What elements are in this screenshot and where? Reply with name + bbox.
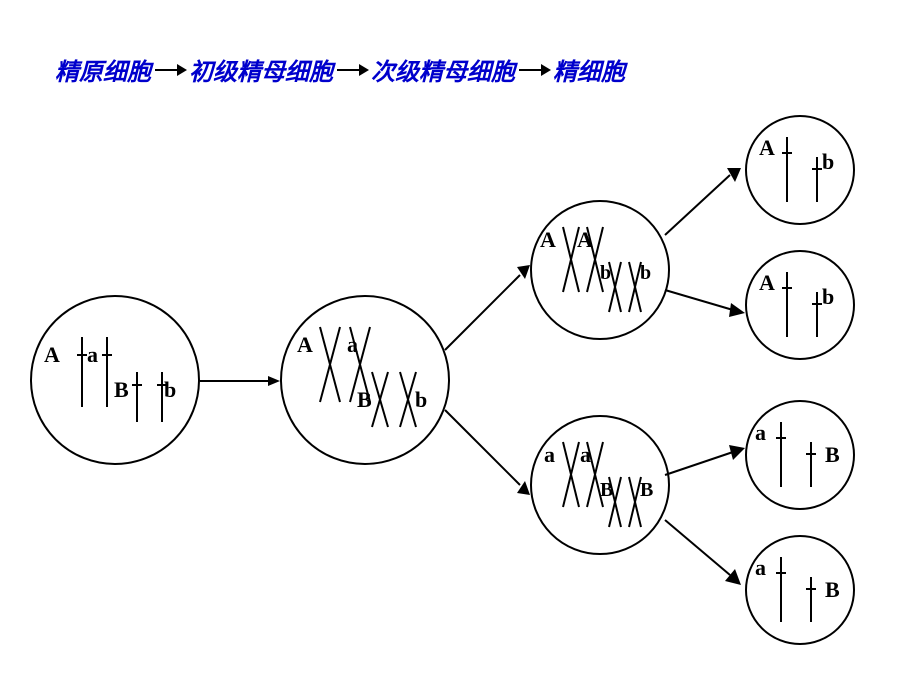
flow-arrow-icon bbox=[665, 440, 745, 480]
allele-a-label: a bbox=[580, 442, 591, 468]
flow-arrow-icon bbox=[200, 376, 280, 386]
allele-b-label: b bbox=[640, 262, 651, 285]
allele-B-label: B bbox=[640, 479, 653, 502]
allele-A-label: A bbox=[759, 135, 775, 161]
spermatid-cell-1: A b bbox=[745, 115, 855, 225]
stage3-label: 次级精母细胞 bbox=[371, 52, 515, 87]
stage4-label: 精细胞 bbox=[553, 52, 625, 87]
flow-arrow-icon bbox=[665, 170, 745, 240]
secondary-spermatocyte-bottom: a a B B bbox=[530, 415, 670, 555]
stage2-label: 初级精母细胞 bbox=[189, 52, 333, 87]
allele-B-label: B bbox=[825, 577, 840, 603]
allele-A-label: A bbox=[759, 270, 775, 296]
flow-arrow-icon bbox=[445, 265, 535, 355]
allele-b-label: b bbox=[600, 262, 611, 285]
primary-spermatocyte-cell: A a B b bbox=[280, 295, 450, 465]
flow-arrow-icon bbox=[665, 515, 745, 585]
allele-B-label: B bbox=[357, 387, 372, 413]
spermatid-cell-2: A b bbox=[745, 250, 855, 360]
allele-b-label: b bbox=[164, 377, 176, 403]
allele-b-label: b bbox=[822, 284, 834, 310]
allele-a-label: a bbox=[755, 555, 766, 581]
arrow-icon bbox=[155, 69, 185, 71]
secondary-spermatocyte-top: A A b b bbox=[530, 200, 670, 340]
allele-a-label: a bbox=[755, 420, 766, 446]
allele-a-label: a bbox=[347, 332, 358, 358]
chromosome-x-icon bbox=[312, 327, 432, 437]
spermatid-cell-4: a B bbox=[745, 535, 855, 645]
allele-A-label: A bbox=[540, 227, 556, 253]
allele-b-label: b bbox=[822, 149, 834, 175]
allele-a-label: a bbox=[544, 442, 555, 468]
flow-arrow-icon bbox=[445, 405, 535, 495]
flow-arrow-icon bbox=[665, 285, 745, 325]
arrow-icon bbox=[337, 69, 367, 71]
arrow-icon bbox=[519, 69, 549, 71]
spermatogonium-cell: A a B b bbox=[30, 295, 200, 465]
spermatid-cell-3: a B bbox=[745, 400, 855, 510]
allele-B-label: B bbox=[114, 377, 129, 403]
stage1-label: 精原细胞 bbox=[55, 52, 151, 87]
allele-b-label: b bbox=[415, 387, 427, 413]
allele-A-label: A bbox=[577, 227, 593, 253]
allele-B-label: B bbox=[825, 442, 840, 468]
allele-A-label: A bbox=[297, 332, 313, 358]
allele-a-label: a bbox=[87, 342, 98, 368]
stage-header: 精原细胞 初级精母细胞 次级精母细胞 精细胞 bbox=[55, 52, 625, 87]
allele-B-label: B bbox=[600, 479, 613, 502]
allele-A-label: A bbox=[44, 342, 60, 368]
